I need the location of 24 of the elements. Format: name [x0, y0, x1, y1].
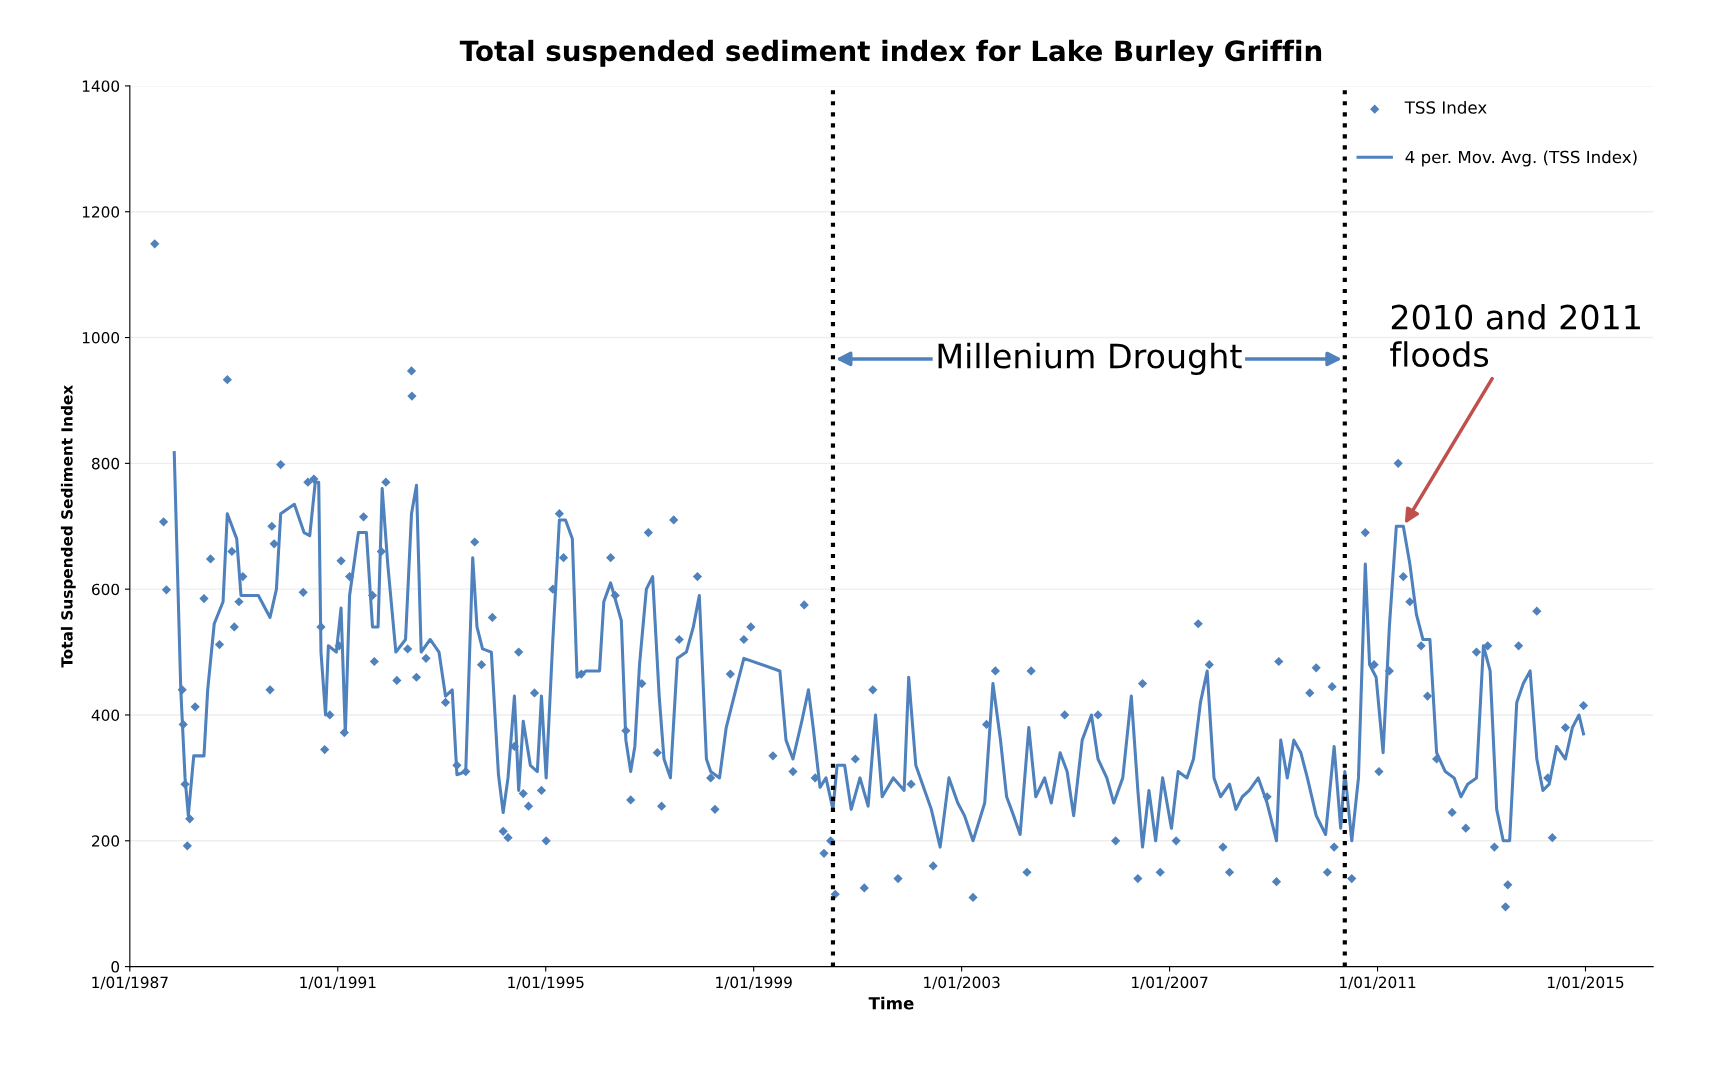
annotation: 2010 and 2011 floods: [1390, 303, 1640, 368]
legend-label: 4 per. Mov. Avg. (TSS Index): [1405, 150, 1637, 167]
y-tick-label: 1000: [82, 332, 120, 344]
x-axis-title: Time: [868, 996, 914, 1010]
legend-label: TSS Index: [1404, 100, 1487, 114]
x-tick-label: 1/01/2011: [1340, 976, 1416, 990]
line-series: [172, 451, 1586, 849]
x-tick-label: 1/01/2003: [924, 976, 1000, 990]
y-tick-label: 600: [92, 583, 120, 596]
chart-title: Total suspended sediment index for Lake Burley Griffin: [459, 39, 1322, 67]
y-tick-label: 800: [91, 457, 120, 470]
x-tick-label: 1/01/1995: [508, 976, 584, 990]
x-tick-label: 1/01/1987: [92, 976, 168, 990]
y-tick-label: 0: [111, 961, 120, 973]
y-tick-label: 200: [92, 835, 120, 847]
x-tick-label: 1/01/2007: [1132, 976, 1208, 990]
x-tick-label: 1/01/1999: [716, 976, 792, 990]
annotation: Millenium Drought: [938, 342, 1242, 376]
y-tick-label: 1400: [82, 80, 120, 92]
y-tick-label: 400: [91, 709, 120, 721]
y-tick-label: 1200: [82, 206, 120, 218]
x-tick-label: 1/01/1991: [300, 976, 376, 990]
x-tick-label: 1/01/2015: [1548, 976, 1624, 990]
y-axis-title: Total Suspended Sediment Index: [60, 385, 76, 668]
